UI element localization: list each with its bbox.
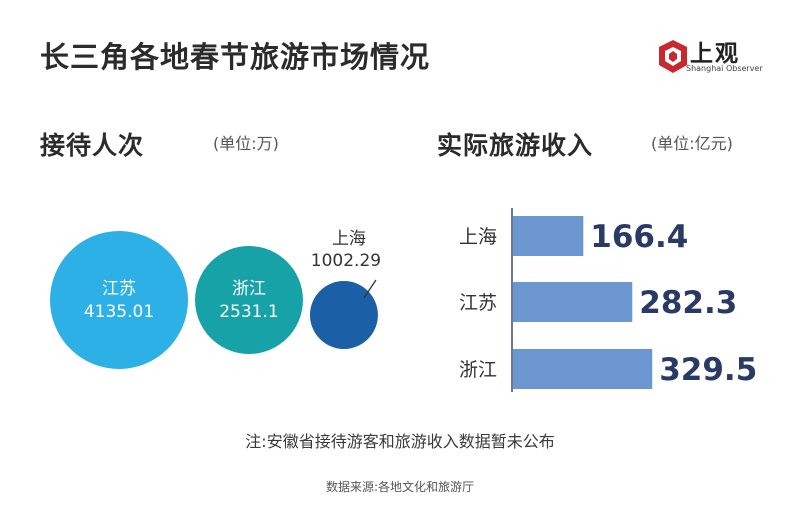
bubble-value-1: 2531.1 bbox=[219, 302, 278, 322]
bar-2 bbox=[513, 349, 653, 389]
bubble-value-0: 4135.01 bbox=[84, 302, 154, 322]
bar-category-0: 上海 bbox=[459, 226, 497, 248]
bar-value-1: 282.3 bbox=[639, 285, 737, 321]
bar-value-2: 329.5 bbox=[659, 352, 757, 388]
bar-value-0: 166.4 bbox=[590, 219, 688, 255]
shanghai-observer-logo-icon bbox=[659, 40, 687, 73]
visitors-section-title: 接待人次 bbox=[40, 131, 145, 160]
bubble-2 bbox=[309, 281, 378, 349]
bubble-1 bbox=[195, 246, 303, 354]
footnote: 注:安徽省接待游客和旅游收入数据暂未公布 bbox=[245, 432, 555, 451]
revenue-unit-label: (单位:亿元) bbox=[651, 134, 733, 153]
bubble-value-2: 1002.29 bbox=[311, 251, 381, 271]
data-source: 数据来源:各地文化和旅游厅 bbox=[325, 480, 475, 494]
bar-category-2: 浙江 bbox=[459, 359, 497, 381]
bubble-leader-line-2 bbox=[363, 279, 377, 299]
bubble-label-0: 江苏 bbox=[102, 279, 136, 299]
bubble-label-1: 浙江 bbox=[232, 279, 266, 299]
bar-category-1: 江苏 bbox=[459, 292, 497, 314]
page-title: 长三角各地春节旅游市场情况 bbox=[40, 40, 431, 74]
logo-subtitle: Shanghai Observer bbox=[686, 64, 763, 73]
bar-0 bbox=[513, 216, 584, 256]
bubble-label-2: 上海 bbox=[332, 229, 366, 249]
visitors-unit-label: (单位:万) bbox=[213, 134, 279, 153]
revenue-section-title: 实际旅游收入 bbox=[437, 131, 594, 160]
logo-name: 上观 bbox=[690, 41, 740, 67]
bar-1 bbox=[513, 282, 633, 322]
bubble-0 bbox=[50, 231, 188, 369]
